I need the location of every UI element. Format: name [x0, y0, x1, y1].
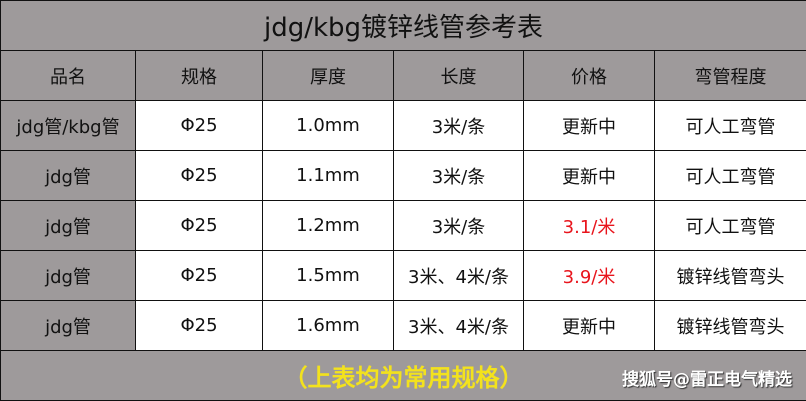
length-cell: 3米/条 [394, 201, 524, 251]
length-cell: 3米/条 [394, 151, 524, 201]
column-header: 弯管程度 [655, 51, 806, 101]
column-header: 价格 [524, 51, 655, 101]
price-cell: 更新中 [524, 101, 655, 151]
price-cell: 3.9/米 [524, 251, 655, 301]
header-row: 品名规格厚度长度价格弯管程度 [1, 51, 806, 101]
thickness-cell: 1.5mm [263, 251, 394, 301]
thickness-cell: 1.6mm [263, 301, 394, 351]
bending-cell: 镀锌线管弯头 [655, 251, 806, 301]
column-header: 品名 [1, 51, 136, 101]
column-header: 长度 [394, 51, 524, 101]
bending-cell: 可人工弯管 [655, 151, 806, 201]
product-name-cell: jdg管 [1, 201, 136, 251]
product-name-cell: jdg管 [1, 251, 136, 301]
length-cell: 3米、4米/条 [394, 301, 524, 351]
thickness-cell: 1.0mm [263, 101, 394, 151]
spec-cell: Φ25 [136, 251, 263, 301]
bending-cell: 可人工弯管 [655, 101, 806, 151]
column-header: 厚度 [263, 51, 394, 101]
product-name-cell: jdg管 [1, 151, 136, 201]
price-cell: 更新中 [524, 151, 655, 201]
price-cell: 3.1/米 [524, 201, 655, 251]
spec-cell: Φ25 [136, 301, 263, 351]
footer: （上表均为常用规格） 搜狐号@雷正电气精选 [1, 351, 806, 401]
spec-cell: Φ25 [136, 201, 263, 251]
product-name-cell: jdg管 [1, 301, 136, 351]
length-cell: 3米/条 [394, 101, 524, 151]
thickness-cell: 1.1mm [263, 151, 394, 201]
watermark: 搜狐号@雷正电气精选 [622, 365, 792, 390]
table-title: jdg/kbg镀锌线管参考表 [1, 1, 806, 51]
price-cell: 更新中 [524, 301, 655, 351]
thickness-cell: 1.2mm [263, 201, 394, 251]
bending-cell: 镀锌线管弯头 [655, 301, 806, 351]
length-cell: 3米、4米/条 [394, 251, 524, 301]
bending-cell: 可人工弯管 [655, 201, 806, 251]
column-header: 规格 [136, 51, 263, 101]
spec-cell: Φ25 [136, 151, 263, 201]
spec-cell: Φ25 [136, 101, 263, 151]
product-name-cell: jdg管/kbg管 [1, 101, 136, 151]
footer-note: （上表均为常用规格） [284, 364, 524, 392]
